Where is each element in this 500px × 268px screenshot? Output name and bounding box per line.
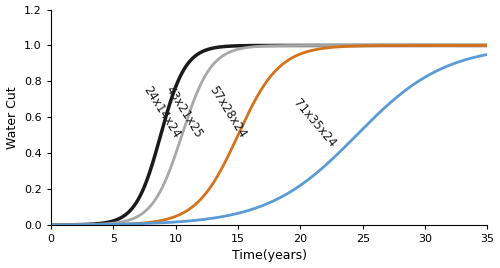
Text: 57x28x24: 57x28x24 xyxy=(207,84,249,140)
X-axis label: Time(years): Time(years) xyxy=(232,250,306,262)
Y-axis label: Water Cut: Water Cut xyxy=(6,86,18,148)
Text: 43x21x25: 43x21x25 xyxy=(163,84,206,140)
Text: 24x14x24: 24x14x24 xyxy=(140,84,183,140)
Text: 71x35x24: 71x35x24 xyxy=(290,96,338,150)
